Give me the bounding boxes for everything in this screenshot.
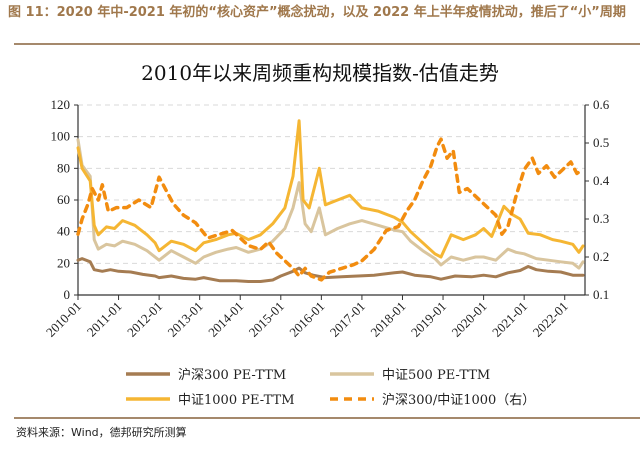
title-divider [14, 43, 640, 45]
x-tick-label: 2016-01 [286, 299, 327, 340]
x-tick-label: 2013-01 [165, 299, 206, 340]
x-tick-label: 2015-01 [246, 299, 287, 340]
series-line-ratio [76, 137, 585, 282]
x-tick-label: 2022-01 [530, 299, 571, 340]
x-tick-label: 2014-01 [205, 299, 246, 340]
x-tick-label: 2011-01 [84, 299, 125, 340]
y2-tick-label: 0.4 [593, 173, 610, 188]
y2-tick-label: 0.2 [593, 249, 609, 264]
y2-tick-label: 0.6 [593, 97, 610, 112]
chart-title: 2010年以来周频重构规模指数-估值走势 [141, 61, 499, 85]
y2-tick-label: 0.1 [593, 287, 609, 302]
y-tick-label: 120 [51, 97, 71, 112]
y-tick-label: 100 [51, 129, 71, 144]
legend-label-csi1000: 中证1000 PE-TTM [178, 393, 295, 408]
legend-label-csi300: 沪深300 PE-TTM [178, 367, 286, 383]
legend-label-ratio: 沪深300/中证1000（右） [382, 392, 535, 408]
x-tick-label: 2017-01 [327, 299, 368, 340]
x-tick-label: 2018-01 [367, 299, 408, 340]
series-layer [76, 119, 585, 283]
series-line-csi500 [76, 138, 585, 270]
y-tick-label: 20 [57, 255, 70, 270]
y-tick-label: 60 [57, 192, 70, 207]
y-tick-label: 40 [57, 224, 70, 239]
source-note: 资料来源：Wind，德邦研究所测算 [16, 426, 187, 439]
series-line-csi1000 [76, 119, 585, 259]
gridlines [78, 104, 585, 264]
series-line-csi300 [76, 257, 585, 283]
y-tick-label: 0 [64, 287, 71, 302]
x-tick-label: 2021-01 [489, 299, 530, 340]
footer-divider [14, 417, 640, 419]
x-tick-label: 2020-01 [448, 299, 489, 340]
figure-title: 图 11：2020 年中-2021 年初的“核心资产”概念扰动，以及 2022 … [8, 5, 626, 20]
y-tick-label: 80 [57, 160, 70, 175]
axes: 0 20 40 60 80 100 120 0.1 0.2 0.3 0.4 0.5 0.6 2010-01… [43, 97, 610, 340]
x-tick-label: 2019-01 [408, 299, 449, 340]
x-tick-label: 2012-01 [124, 299, 165, 340]
x-tick-label: 2010-01 [43, 299, 84, 340]
legend: 沪深300 PE-TTM 中证500 PE-TTM 中证1000 PE-TTM 沪深3… [126, 367, 535, 408]
chart: 2010年以来周频重构规模指数-估值走势 0204060801001200.10… [43, 61, 610, 408]
y2-tick-label: 0.5 [593, 135, 609, 150]
y2-tick-label: 0.3 [593, 211, 609, 226]
legend-label-csi500: 中证500 PE-TTM [382, 368, 490, 383]
